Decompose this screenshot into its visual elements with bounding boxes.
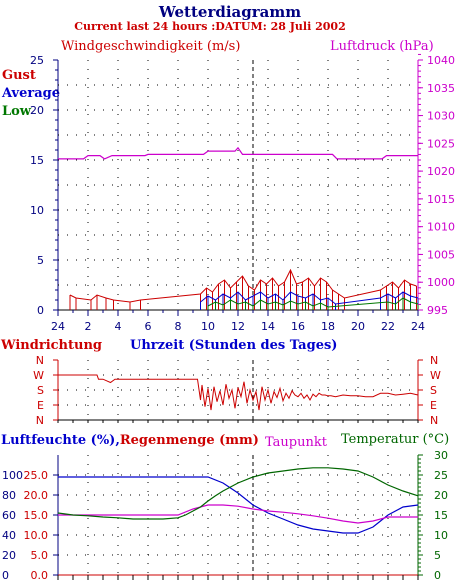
rain-ytick-label: 0.0 — [31, 569, 49, 582]
direction-ytick-label-right: N — [430, 414, 438, 427]
temperature-label: Temperatur (°C) — [341, 432, 449, 447]
wind-xtick-label: 6 — [145, 320, 152, 333]
rain-ytick-label: 5.0 — [31, 549, 49, 562]
humidity-ytick-label: 0 — [2, 569, 9, 582]
humidity-ytick-label: 80 — [2, 489, 16, 502]
wind-xtick-label: 24 — [51, 320, 65, 333]
pressure-ytick-label: 1030 — [427, 110, 455, 123]
pressure-ytick-label: 1035 — [427, 82, 455, 95]
direction-ytick-label: N — [36, 414, 44, 427]
wind-xtick-label: 14 — [261, 320, 275, 333]
direction-label: Windrichtung — [0, 338, 102, 353]
humidity-series — [58, 476, 419, 534]
wind-xtick-label: 8 — [175, 320, 182, 333]
wind-ytick-label: 20 — [30, 104, 44, 117]
low-series-line — [207, 297, 419, 308]
humidity-rain-label: Luftfeuchte (%),Regenmenge (mm) — [1, 433, 259, 448]
pressure-ytick-label: 1025 — [427, 137, 455, 150]
humidity-ytick-label: 60 — [2, 509, 16, 522]
wind-ytick-label: 10 — [30, 204, 44, 217]
wind-xtick-label: 4 — [115, 320, 122, 333]
pressure-ytick-label: 1040 — [427, 54, 455, 67]
wind-xtick-label: 10 — [201, 320, 215, 333]
average-series-line — [200, 291, 419, 305]
pressure-series — [58, 146, 418, 160]
direction-ytick-label: W — [33, 369, 44, 382]
direction-ytick-label: N — [36, 354, 44, 367]
wind-speed-label: Windgeschwindigkeit (m/s) — [61, 39, 240, 54]
pressure-ytick-label: 1010 — [427, 221, 455, 234]
temperature-ytick-label: 30 — [434, 449, 448, 462]
humidity-ytick-label: 40 — [2, 529, 16, 542]
wind-xtick-label: 24 — [411, 320, 425, 333]
wind-ytick-label: 5 — [37, 254, 44, 267]
wind-xtick-label: 20 — [351, 320, 365, 333]
rain-ytick-label: 20.0 — [24, 489, 49, 502]
dewpoint-label: Taupunkt — [265, 435, 328, 450]
temperature-ytick-label: 10 — [434, 529, 448, 542]
wind-ytick-label: 15 — [30, 154, 44, 167]
wind-xtick-label: 16 — [291, 320, 305, 333]
wind-xtick-label: 2 — [85, 320, 92, 333]
wind-xtick-label: 18 — [321, 320, 335, 333]
wind-ytick-label: 25 — [30, 54, 44, 67]
temperature-ytick-label: 0 — [434, 569, 441, 582]
direction-ytick-label: E — [37, 399, 44, 412]
chart-title: Wetterdiagramm — [158, 3, 301, 21]
temperature-ytick-label: 15 — [434, 509, 448, 522]
direction-ytick-label-right: W — [430, 369, 441, 382]
direction-ytick-label-right: S — [430, 384, 437, 397]
wind-xtick-label: 22 — [381, 320, 395, 333]
temperature-ytick-label: 25 — [434, 469, 448, 482]
temperature-ytick-label: 5 — [434, 549, 441, 562]
dewpoint-series — [58, 504, 418, 524]
pressure-ytick-label: 1020 — [427, 165, 455, 178]
temperature-ytick-label: 20 — [434, 489, 448, 502]
time-axis-label: Uhrzeit (Stunden des Tages) — [130, 338, 337, 353]
rain-ytick-label: 10.0 — [24, 529, 49, 542]
chart-subtitle: Current last 24 hours :DATUM: 28 Juli 20… — [74, 20, 345, 33]
direction-ytick-label-right: E — [430, 399, 437, 412]
gust-series-line — [69, 268, 417, 303]
direction-ytick-label: S — [37, 384, 44, 397]
pressure-label: Luftdruck (hPa) — [330, 39, 434, 54]
legend-average: Average — [1, 86, 60, 101]
wind-xtick-label: 12 — [231, 320, 245, 333]
pressure-ytick-label: 1000 — [427, 276, 455, 289]
temperature-series — [57, 467, 419, 520]
legend-gust: Gust — [2, 68, 36, 83]
pressure-ytick-label: 1015 — [427, 193, 455, 206]
rain-ytick-label: 25.0 — [24, 469, 49, 482]
pressure-ytick-label: 1005 — [427, 248, 455, 261]
legend-low: Low — [2, 104, 32, 119]
rain-ytick-label: 15.0 — [24, 509, 49, 522]
humidity-ytick-label: 20 — [2, 549, 16, 562]
pressure-ytick-label: 995 — [427, 304, 448, 317]
direction-series — [58, 374, 419, 411]
humidity-ytick-label: 100 — [2, 469, 23, 482]
direction-ytick-label-right: N — [430, 354, 438, 367]
wind-ytick-label: 0 — [37, 304, 44, 317]
